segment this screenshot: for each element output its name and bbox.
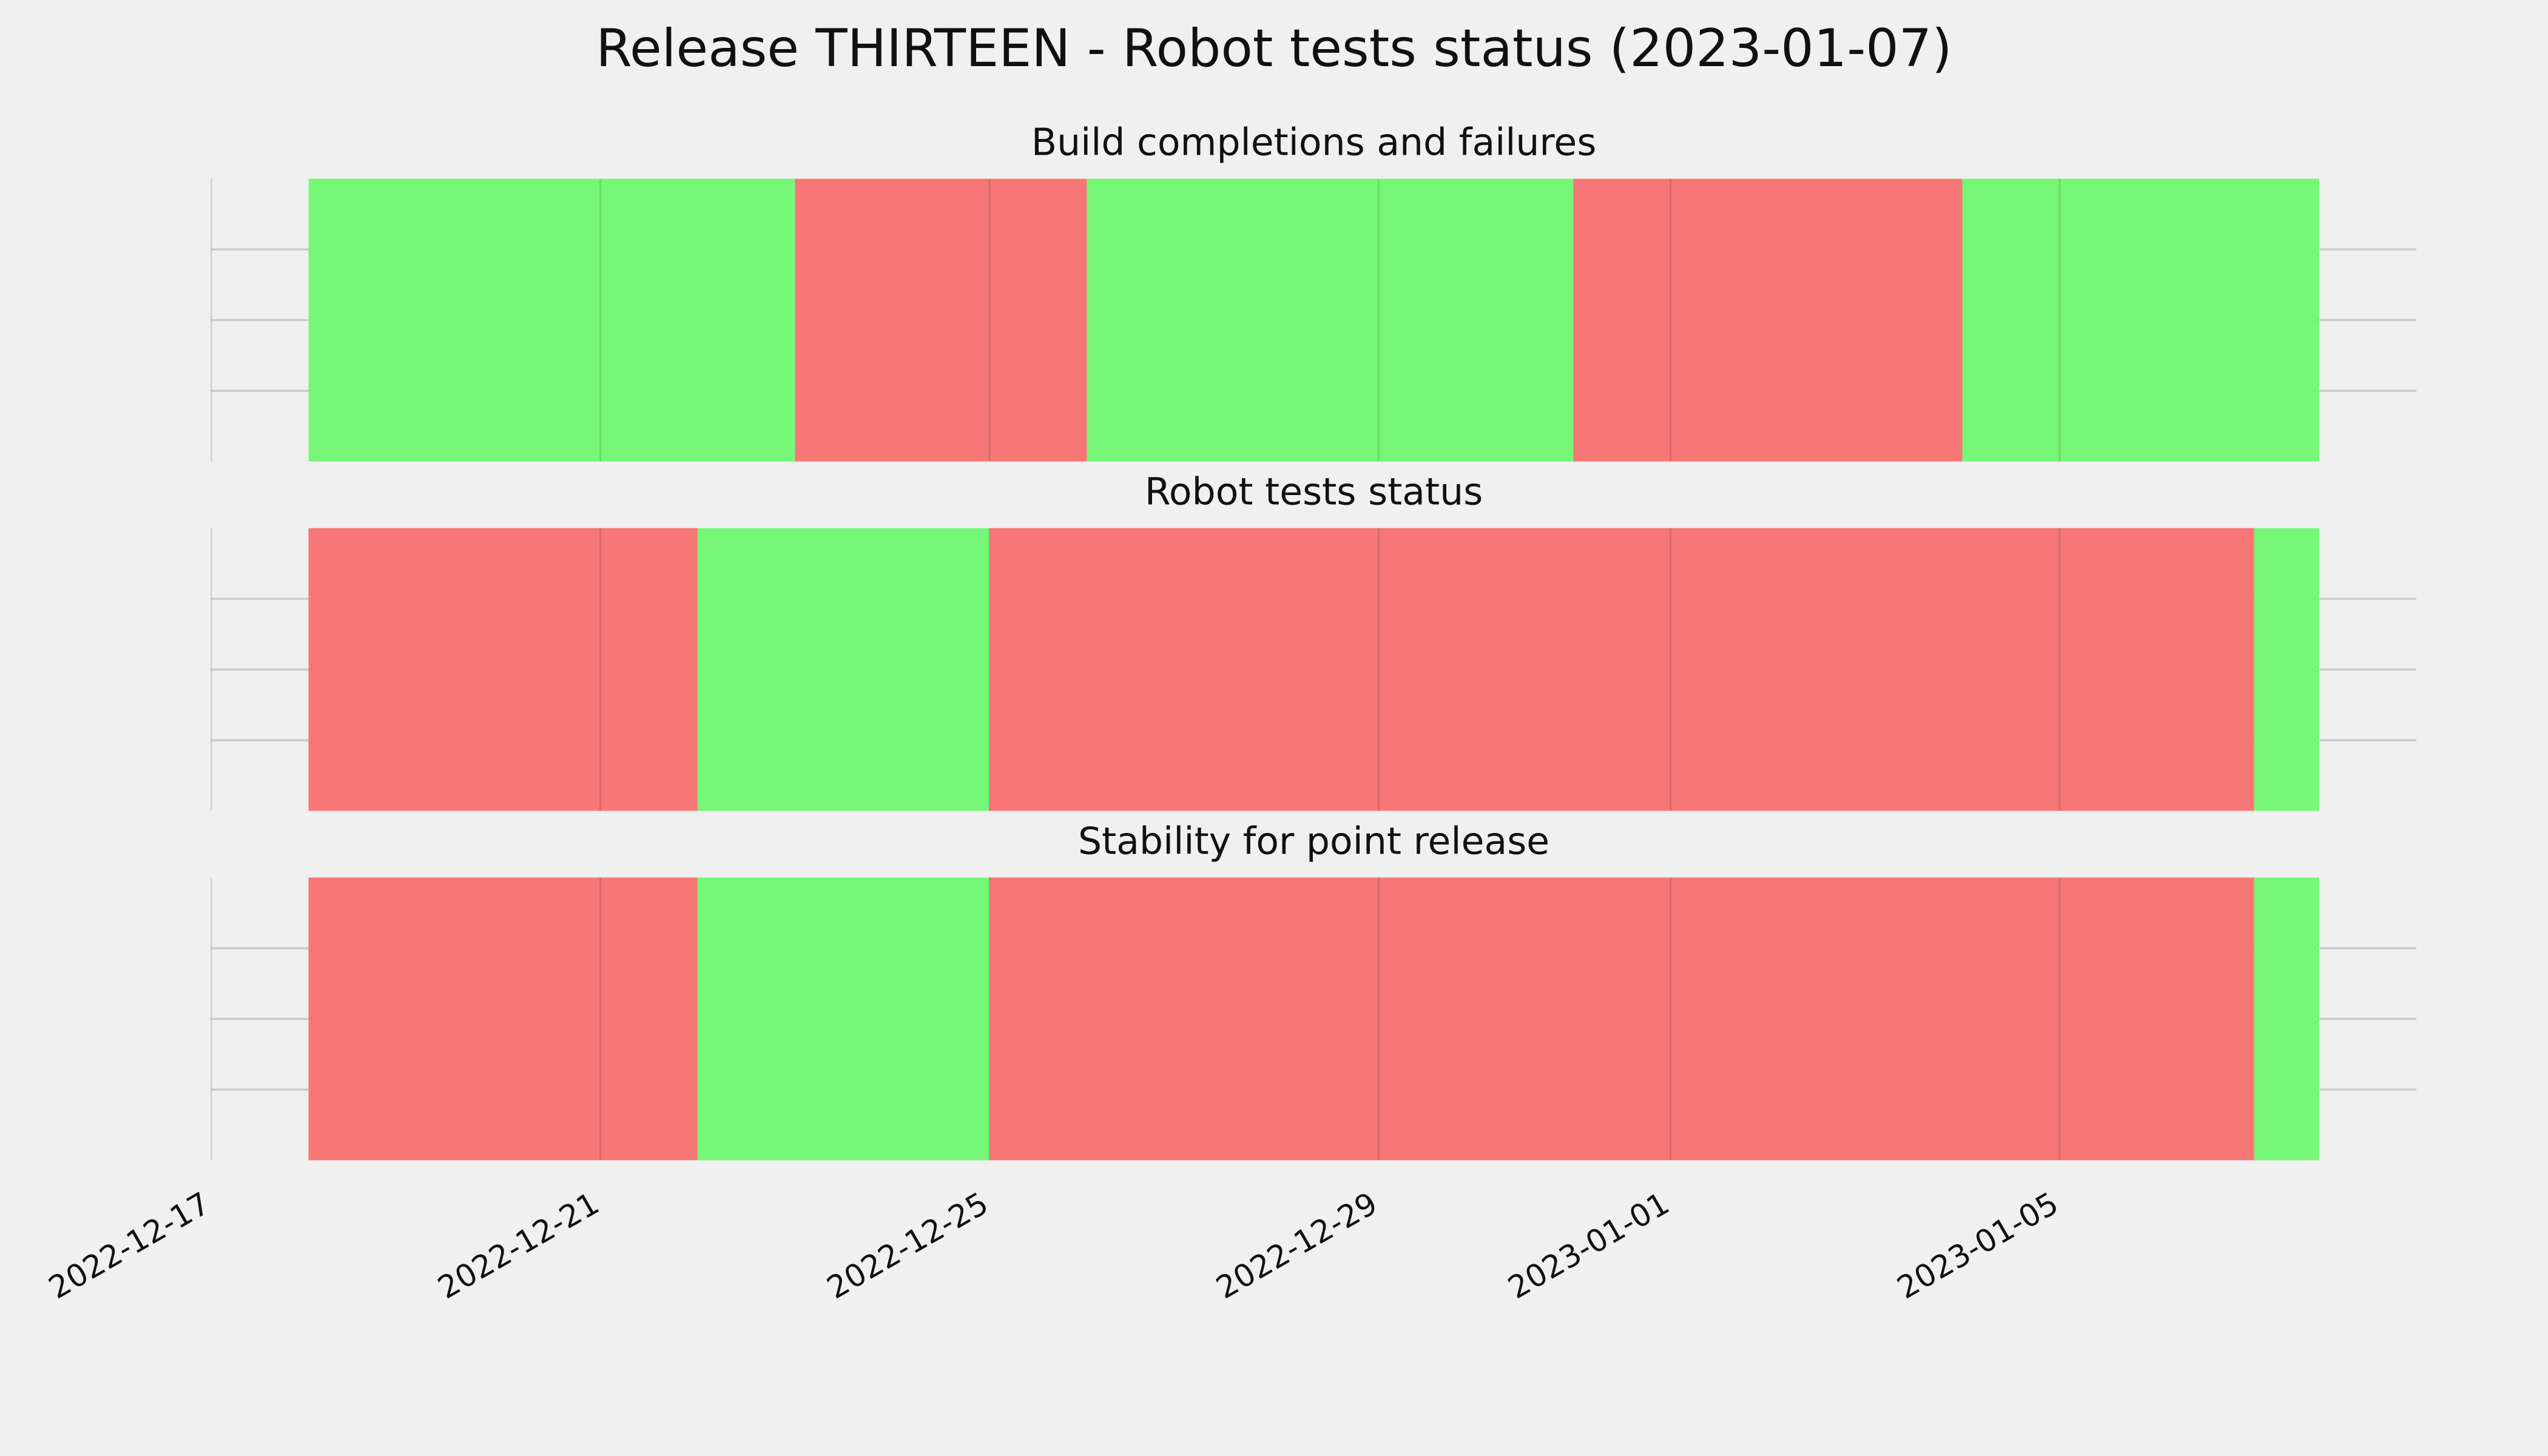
status-span bbox=[308, 528, 698, 811]
status-span bbox=[795, 178, 1087, 462]
status-span bbox=[1573, 178, 1963, 462]
status-span bbox=[989, 528, 2254, 811]
status-span bbox=[698, 528, 990, 811]
status-span bbox=[308, 178, 795, 462]
status-span bbox=[2254, 877, 2319, 1161]
panel-title: Robot tests status bbox=[1145, 470, 1483, 513]
chart-title: Release THIRTEEN - Robot tests status (2… bbox=[596, 18, 1952, 79]
status-span bbox=[308, 877, 698, 1161]
status-span bbox=[1962, 178, 2319, 462]
status-span bbox=[2254, 528, 2319, 811]
status-span bbox=[989, 877, 2254, 1161]
panel-title: Build completions and failures bbox=[1031, 120, 1597, 164]
panel-title: Stability for point release bbox=[1078, 819, 1549, 863]
status-span bbox=[1087, 178, 1574, 462]
status-span bbox=[698, 877, 990, 1161]
